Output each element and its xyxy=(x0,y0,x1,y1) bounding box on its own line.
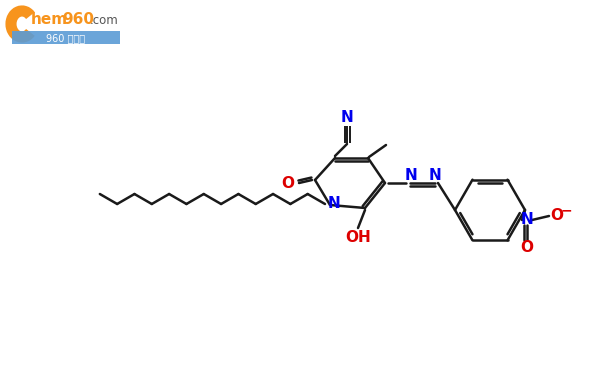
Text: O: O xyxy=(520,240,534,255)
Text: N: N xyxy=(328,195,341,210)
Text: N: N xyxy=(341,110,353,125)
Text: N: N xyxy=(405,168,417,183)
Text: OH: OH xyxy=(345,231,371,246)
Text: N: N xyxy=(521,213,534,228)
Text: .com: .com xyxy=(90,13,119,27)
Text: N: N xyxy=(428,168,442,183)
Text: hem: hem xyxy=(31,12,68,27)
Text: O: O xyxy=(551,209,563,224)
Text: O: O xyxy=(281,177,295,192)
Text: 960: 960 xyxy=(62,12,94,27)
Text: 960 化工网: 960 化工网 xyxy=(47,33,85,43)
FancyBboxPatch shape xyxy=(12,31,120,44)
Text: −: − xyxy=(560,203,572,217)
